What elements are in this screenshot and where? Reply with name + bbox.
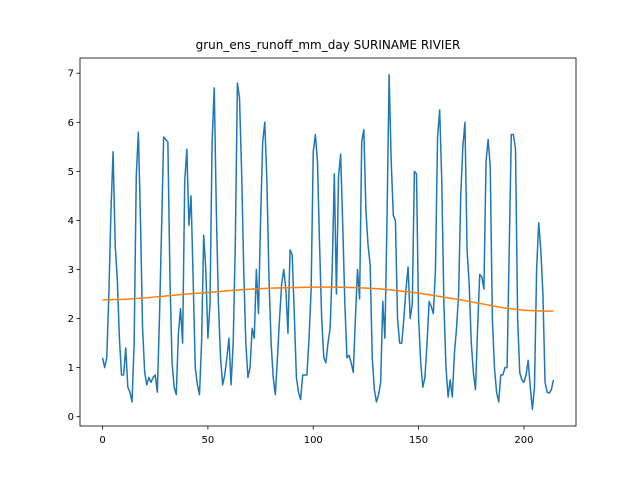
y-tick-label: 4: [68, 216, 74, 227]
chart-title: grun_ens_runoff_mm_day SURINAME RIVIER: [196, 38, 461, 52]
y-tick-label: 3: [68, 265, 74, 276]
x-tick-label: 100: [304, 435, 323, 446]
y-tick-label: 0: [68, 412, 74, 423]
y-tick-label: 5: [68, 167, 74, 178]
y-tick-label: 6: [68, 118, 74, 129]
series-line: [101, 73, 555, 411]
x-tick-label: 0: [99, 435, 105, 446]
y-tick-label: 7: [68, 69, 74, 80]
plot-frame: [79, 57, 577, 427]
y-tick-label: 2: [68, 314, 74, 325]
x-tick-label: 150: [409, 435, 428, 446]
y-tick-label: 1: [68, 363, 74, 374]
x-tick-label: 50: [202, 435, 215, 446]
x-tick-label: 200: [514, 435, 533, 446]
series-line: [102, 286, 554, 312]
